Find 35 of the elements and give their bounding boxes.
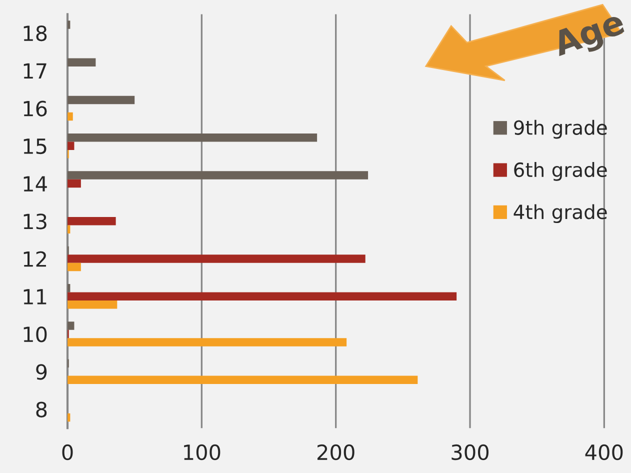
bar <box>68 58 96 66</box>
legend-label: 6th grade <box>514 162 607 181</box>
annotation: Age <box>550 9 628 63</box>
y-tick-label: 14 <box>24 176 47 192</box>
bar <box>68 322 74 330</box>
bar <box>68 179 81 188</box>
bar <box>68 133 318 142</box>
bar <box>68 292 457 301</box>
bar <box>68 96 135 104</box>
y-tick-label: 9 <box>36 364 47 380</box>
y-tick-label: 18 <box>24 25 47 42</box>
x-tick-label: 300 <box>452 444 489 460</box>
bar <box>68 216 116 226</box>
bar <box>68 171 368 180</box>
bar <box>68 300 118 309</box>
y-tick-label: 8 <box>36 402 47 418</box>
bar <box>68 254 366 263</box>
y-tick-label: 13 <box>24 214 46 230</box>
y-tick-label: 17 <box>24 63 46 79</box>
legend-label: 4th grade <box>514 204 607 224</box>
bar <box>68 376 418 384</box>
y-tick-label: 12 <box>24 251 46 267</box>
x-tick-label: 400 <box>585 444 623 460</box>
legend-label: 9th grade <box>514 120 607 139</box>
y-tick-label: 16 <box>24 100 47 116</box>
bar <box>68 262 81 272</box>
bar <box>68 112 73 121</box>
bar <box>68 142 74 150</box>
x-tick-label: 200 <box>317 444 354 460</box>
x-tick-label: 100 <box>184 444 220 460</box>
y-tick-label: 15 <box>24 138 46 154</box>
x-tick-label: 0 <box>62 444 73 460</box>
y-tick-label: 10 <box>24 326 47 342</box>
y-tick-label: 11 <box>24 289 46 304</box>
bar <box>68 338 347 346</box>
